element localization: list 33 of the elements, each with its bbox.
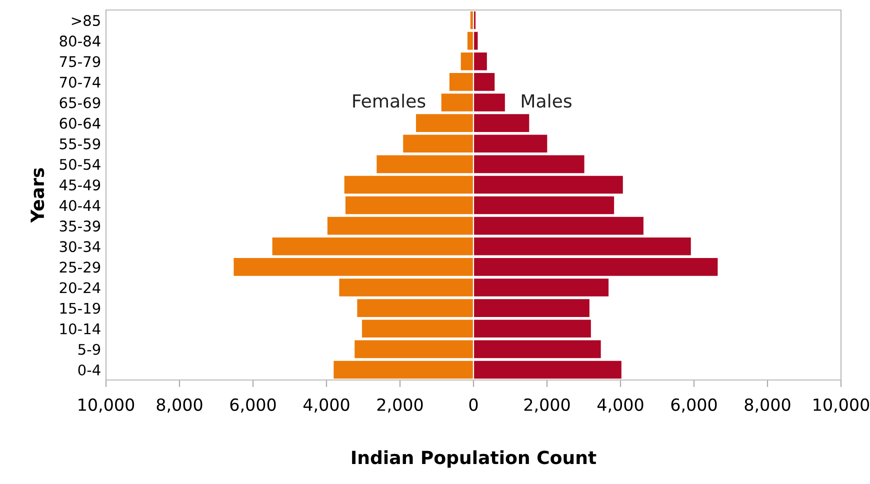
y-tick-label: >85: [72, 14, 100, 26]
x-tick-label: 4,000: [597, 398, 644, 413]
x-tick-label: 0: [469, 398, 478, 411]
y-tick-label: 5-9: [78, 344, 100, 355]
y-tick-label: 50-54: [60, 158, 100, 170]
y-tick-label: 65-69: [60, 97, 100, 108]
y-axis-title: Years: [30, 168, 44, 223]
y-tick-label: 40-44: [59, 200, 100, 212]
series-label: Females: [353, 94, 426, 108]
y-tick-label: 70-74: [60, 76, 100, 88]
y-tick-label: 45-49: [59, 179, 100, 190]
x-tick-label: 4,000: [303, 398, 350, 413]
y-tick-label: 10-14: [60, 323, 100, 334]
x-tick-label: 10,000: [814, 398, 870, 413]
x-tick-label: 2,000: [377, 398, 423, 413]
y-tick-label: 0-4: [78, 364, 100, 376]
series-label: Males: [522, 94, 572, 108]
y-tick-label: 30-34: [60, 241, 100, 252]
y-tick-label: 55-59: [60, 138, 100, 150]
y-tick-label: 80-84: [60, 36, 100, 47]
x-tick-label: 6,000: [671, 398, 717, 413]
x-tick-label: 8,000: [744, 398, 790, 413]
y-tick-label: 20-24: [60, 282, 100, 294]
y-tick-label: 75-79: [60, 56, 100, 68]
x-tick-label: 2,000: [524, 398, 570, 413]
x-tick-label: 6,000: [230, 398, 276, 413]
y-tick-label: 35-39: [60, 220, 100, 232]
y-tick-label: 25-29: [60, 262, 100, 273]
y-tick-label: 60-64: [60, 118, 100, 129]
x-tick-label: 10,000: [78, 398, 134, 413]
y-tick-label: 15-19: [60, 302, 100, 314]
x-axis-title: Indian Population Count: [352, 450, 596, 468]
x-tick-label: 8,000: [156, 398, 202, 413]
